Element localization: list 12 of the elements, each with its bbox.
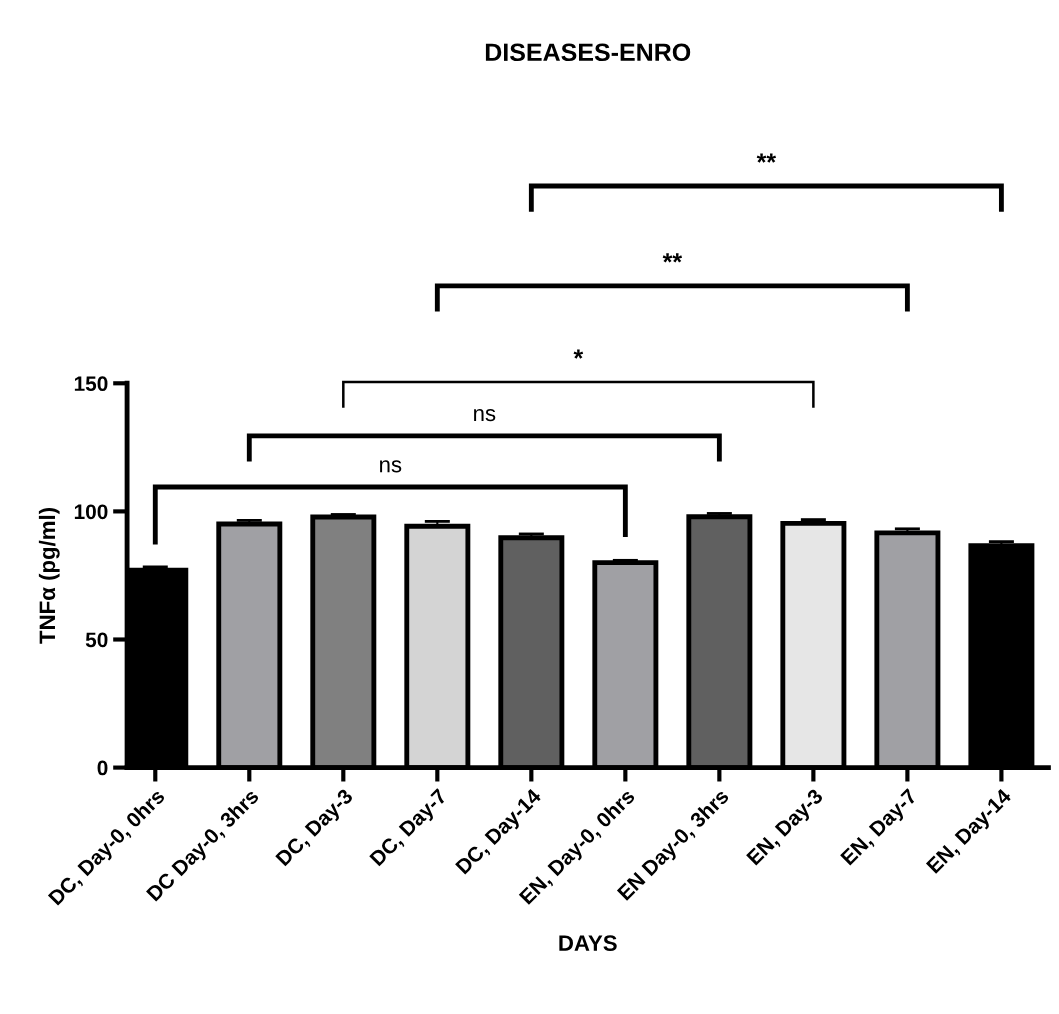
text: ** — [756, 153, 777, 163]
chart-title: DISEASES-ENRO — [485, 43, 691, 62]
annotation: ns — [380, 460, 402, 473]
y-tick-label: 0 — [97, 760, 108, 776]
text: ** — [662, 253, 683, 263]
y-tick-label: 100 — [74, 504, 108, 520]
x-axis-title: DAYS — [559, 935, 617, 951]
annotation: ns — [474, 409, 496, 422]
text: * — [573, 349, 584, 359]
y-axis-title: TNFα (pg/ml) — [38, 508, 60, 644]
y-tick-label: 150 — [74, 376, 108, 392]
y-tick-label: 50 — [85, 632, 108, 648]
